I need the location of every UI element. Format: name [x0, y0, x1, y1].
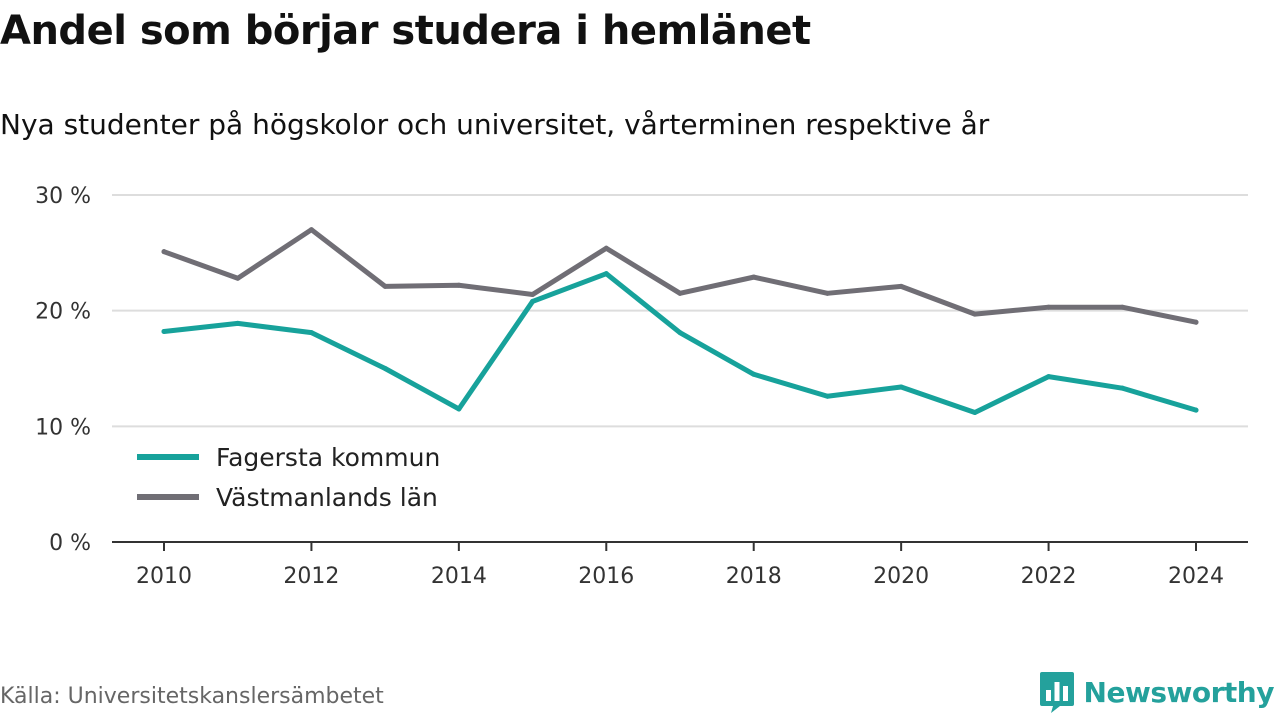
data-point-fagersta [898, 384, 904, 390]
x-tick-label: 2024 [1168, 564, 1224, 589]
chart-subtitle: Nya studenter på högskolor och universit… [0, 108, 990, 141]
data-point-vastmanland [530, 291, 536, 297]
data-point-vastmanland [235, 275, 241, 281]
data-point-fagersta [308, 330, 314, 336]
brand-name: Newsworthy [1083, 675, 1275, 709]
data-point-fagersta [456, 406, 462, 412]
data-point-vastmanland [898, 283, 904, 289]
y-tick-label: 10 % [35, 415, 91, 440]
data-point-fagersta [235, 320, 241, 326]
data-point-fagersta [677, 330, 683, 336]
x-tick-label: 2020 [873, 564, 929, 589]
legend-label-vastmanland: Västmanlands län [216, 483, 438, 512]
data-point-vastmanland [751, 274, 757, 280]
data-point-fagersta [1119, 385, 1125, 391]
bar-chart-speech-bubble-icon [1039, 672, 1074, 713]
y-tick-label: 30 % [35, 184, 91, 209]
x-tick-label: 2022 [1021, 564, 1077, 589]
data-point-fagersta [161, 328, 167, 334]
source-note: Källa: Universitetskanslersämbetet [0, 684, 384, 709]
data-point-fagersta [751, 371, 757, 377]
data-point-vastmanland [161, 249, 167, 255]
data-point-vastmanland [972, 311, 978, 317]
chart-title: Andel som börjar studera i hemlänet [0, 8, 811, 54]
y-tick-label: 20 % [35, 300, 91, 325]
data-point-fagersta [603, 271, 609, 277]
x-tick-label: 2018 [726, 564, 782, 589]
data-point-vastmanland [1119, 304, 1125, 310]
data-point-vastmanland [824, 290, 830, 296]
data-point-fagersta [1193, 407, 1199, 413]
data-point-vastmanland [308, 227, 314, 233]
data-point-fagersta [1046, 374, 1052, 380]
brand[interactable]: Newsworthy [1038, 670, 1275, 714]
data-point-vastmanland [1046, 304, 1052, 310]
y-tick-label: 0 % [49, 531, 91, 556]
data-point-fagersta [530, 298, 536, 304]
x-tick-label: 2014 [431, 564, 487, 589]
data-point-vastmanland [1193, 319, 1199, 325]
x-tick-label: 2016 [578, 564, 634, 589]
x-tick-label: 2010 [136, 564, 192, 589]
data-point-vastmanland [382, 283, 388, 289]
data-point-vastmanland [456, 282, 462, 288]
data-point-fagersta [382, 366, 388, 371]
data-point-vastmanland [677, 290, 683, 296]
data-point-fagersta [972, 409, 978, 415]
x-tick-label: 2012 [283, 564, 339, 589]
legend-label-fagersta: Fagersta kommun [216, 443, 440, 472]
data-point-vastmanland [603, 245, 609, 251]
data-point-fagersta [824, 393, 830, 399]
series-line-vastmanland [161, 227, 1199, 325]
